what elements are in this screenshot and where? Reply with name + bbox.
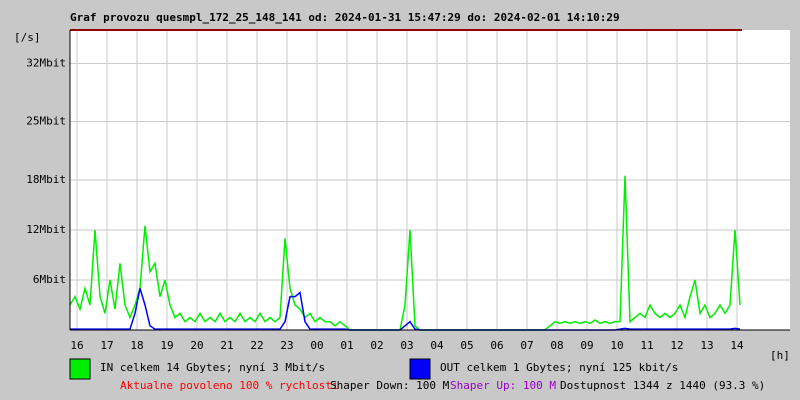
availability: Dostupnost 1344 z 1440 (93.3 %) (560, 379, 765, 392)
y-tick-label: 12Mbit (26, 223, 66, 236)
x-tick-label: 09 (580, 339, 593, 352)
x-tick-label: 18 (130, 339, 143, 352)
x-tick-label: 14 (730, 339, 744, 352)
x-tick-label: 16 (70, 339, 83, 352)
x-tick-label: 05 (460, 339, 473, 352)
y-tick-label: 32Mbit (26, 56, 66, 69)
x-tick-label: 10 (610, 339, 623, 352)
y-tick-label: 6Mbit (33, 273, 66, 286)
y-tick-label: 25Mbit (26, 115, 66, 128)
x-tick-label: 06 (490, 339, 503, 352)
x-axis-label: [h] (770, 349, 790, 362)
x-tick-label: 03 (400, 339, 413, 352)
x-tick-label: 20 (190, 339, 203, 352)
series-line (69, 175, 741, 331)
x-tick-label: 04 (430, 339, 444, 352)
x-tick-label: 01 (340, 339, 353, 352)
legend-label: OUT celkem 1 Gbytes; nyní 125 kbit/s (440, 361, 678, 374)
x-tick-label: 11 (640, 339, 653, 352)
allowed-speed: Aktualne povoleno 100 % rychlosti (120, 379, 339, 392)
x-tick-label: 17 (100, 339, 113, 352)
y-axis-label: [/s] (14, 31, 41, 44)
y-tick-label: 18Mbit (26, 173, 66, 186)
legend-swatch (409, 358, 431, 380)
x-tick-label: 13 (700, 339, 713, 352)
x-tick-label: 08 (550, 339, 563, 352)
shaper-down: Shaper Down: 100 M (330, 379, 450, 392)
shaper-up: Shaper Up: 100 M (450, 379, 556, 392)
x-tick-label: 12 (670, 339, 683, 352)
series-line (70, 288, 741, 331)
chart-title: Graf provozu quesmpl_172_25_148_141 od: … (70, 11, 620, 24)
x-tick-label: 19 (160, 339, 173, 352)
marks (69, 175, 741, 331)
x-tick-label: 21 (220, 339, 233, 352)
x-tick-label: 22 (250, 339, 263, 352)
x-tick-label: 02 (370, 339, 383, 352)
legend-swatch (69, 358, 91, 380)
legend-label: IN celkem 14 Gbytes; nyní 3 Mbit/s (100, 361, 325, 374)
x-tick-label: 23 (280, 339, 293, 352)
x-tick-label: 07 (520, 339, 533, 352)
x-tick-label: 00 (310, 339, 323, 352)
